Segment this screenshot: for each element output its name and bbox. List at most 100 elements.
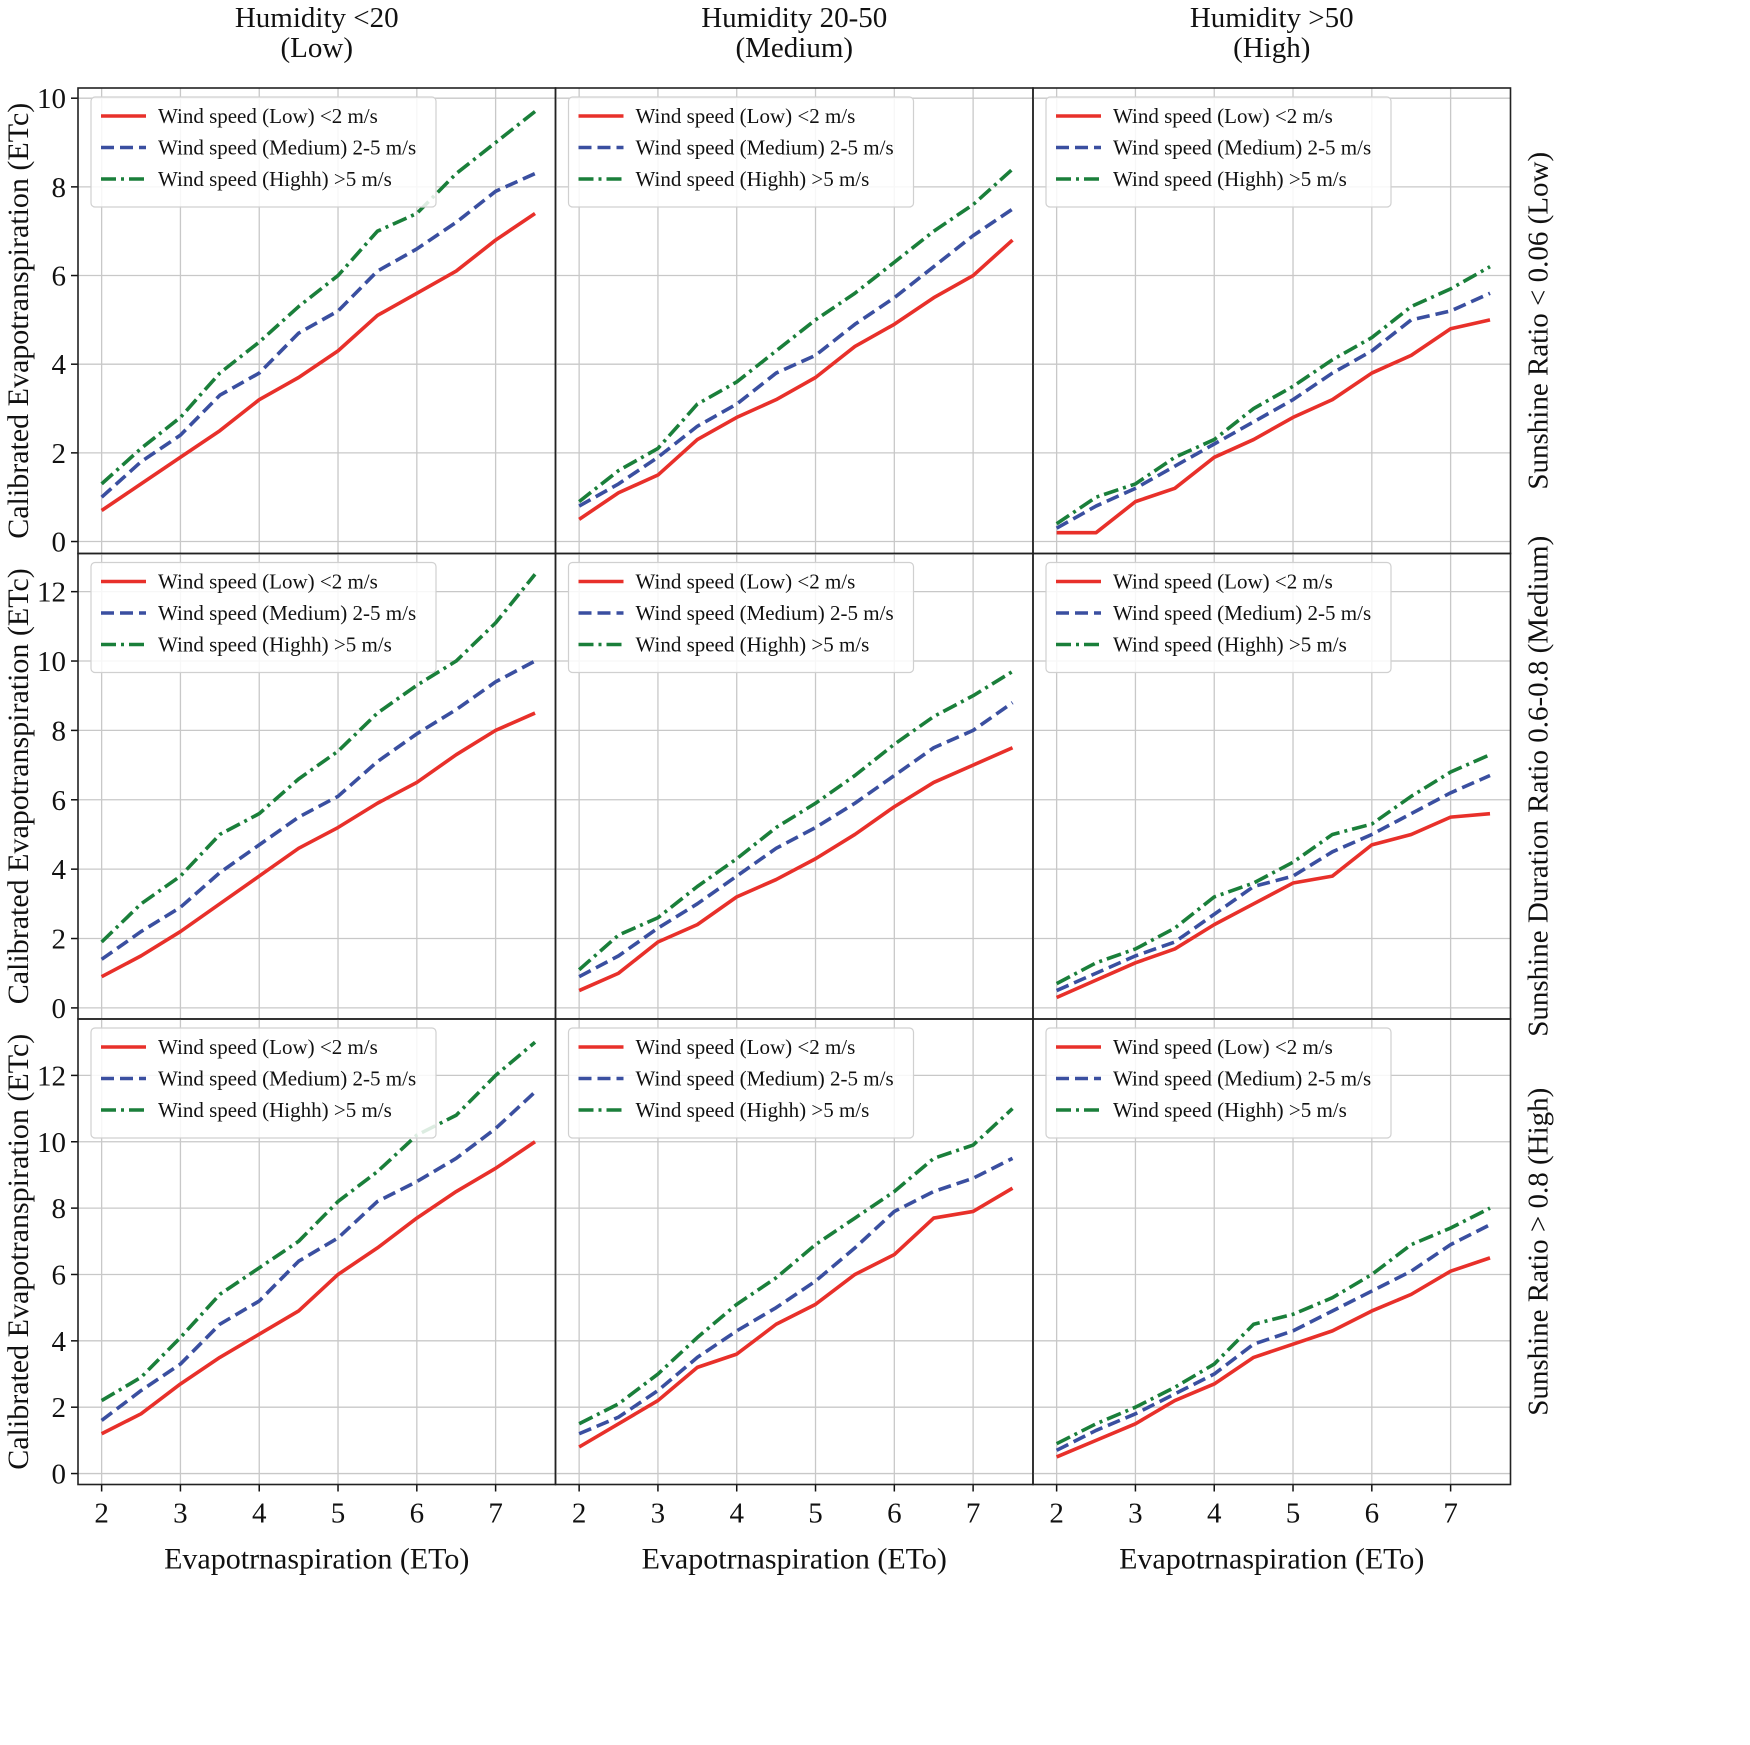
x-axis-label: Evapotrnaspiration (ETo) (1119, 1543, 1424, 1576)
x-tick-label: 6 (887, 1498, 902, 1530)
series-line (100, 110, 537, 486)
series-line (578, 701, 1014, 979)
legend-label: Wind speed (Highh) >5 m/s (1113, 633, 1347, 657)
legend-label: Wind speed (Low) <2 m/s (636, 570, 856, 594)
y-tick-label: 6 (52, 1259, 67, 1291)
series-line (578, 167, 1014, 504)
y-tick-label: 4 (52, 1326, 67, 1358)
x-axis-label: Evapotrnaspiration (ETo) (164, 1543, 469, 1576)
x-tick-label: 3 (1128, 1498, 1143, 1530)
column-title: (Medium) (735, 32, 853, 64)
legend-label: Wind speed (Medium) 2-5 m/s (1113, 136, 1371, 160)
panel: 0 2 4 6 8 10 12 Wind speed (Low) <2 m/s Wind spe… (2, 552, 557, 1025)
legend-label: Wind speed (Medium) 2-5 m/s (1113, 601, 1371, 625)
panel: 2 3 4 5 6 7 Wind speed (Low) <2 m/s Wind speed … (554, 1018, 1034, 1576)
y-axis-label: Calibrated Evapotranspiration (ETc) (2, 568, 35, 1004)
legend-label: Wind speed (Highh) >5 m/s (158, 167, 392, 191)
legend-label: Wind speed (Highh) >5 m/s (636, 167, 870, 191)
x-tick-label: 3 (651, 1498, 666, 1530)
x-tick-label: 4 (729, 1498, 744, 1530)
series-line (1055, 1256, 1491, 1459)
series-line (577, 669, 1014, 972)
legend-label: Wind speed (Highh) >5 m/s (636, 1098, 870, 1122)
y-tick-label: 0 (52, 993, 67, 1025)
y-axis-label: Calibrated Evapotranspiration (ETc) (2, 1034, 35, 1470)
x-tick-label: 5 (808, 1498, 823, 1530)
series-line (578, 746, 1014, 993)
legend-label: Wind speed (Highh) >5 m/s (1113, 1098, 1347, 1122)
y-tick-label: 0 (52, 527, 67, 559)
y-tick-label: 2 (52, 1392, 67, 1424)
series-line (578, 1186, 1014, 1449)
legend-label: Wind speed (Low) <2 m/s (1113, 1035, 1333, 1059)
y-tick-label: 4 (52, 349, 67, 381)
y-tick-label: 2 (52, 438, 67, 470)
plot-lines (1055, 265, 1491, 535)
series-line (100, 211, 537, 512)
panel: 2 3 4 5 6 7 Wind speed (Low) <2 m/s Wind speed … (1032, 1018, 1555, 1576)
panel-frame (1032, 1018, 1512, 1486)
legend-label: Wind speed (Medium) 2-5 m/s (158, 601, 416, 625)
series-line (578, 1156, 1014, 1436)
legend-label: Wind speed (Low) <2 m/s (1113, 570, 1333, 594)
legend-label: Wind speed (Highh) >5 m/s (636, 633, 870, 657)
y-tick-label: 8 (52, 172, 67, 204)
legend-label: Wind speed (Medium) 2-5 m/s (158, 1067, 416, 1091)
panel: Wind speed (Low) <2 m/s Wind speed (Mediu… (1032, 536, 1555, 1037)
legend-label: Wind speed (Highh) >5 m/s (158, 633, 392, 657)
panel: Wind speed (Low) <2 m/s Wind speed (Mediu… (554, 552, 1034, 1020)
legend-label: Wind speed (Medium) 2-5 m/s (636, 136, 894, 160)
x-tick-label: 2 (572, 1498, 587, 1530)
plot-lines (578, 167, 1014, 521)
legend-box (1045, 561, 1392, 674)
x-tick-label: 3 (173, 1498, 188, 1530)
x-tick-label: 6 (1365, 1498, 1380, 1530)
legend-box (1045, 1027, 1392, 1139)
series-line (1055, 291, 1491, 530)
x-tick-label: 2 (1049, 1498, 1064, 1530)
legend-label: Wind speed (Low) <2 m/s (1113, 104, 1333, 128)
column-title: (Low) (281, 32, 353, 64)
legend-label: Wind speed (Low) <2 m/s (636, 1035, 856, 1059)
x-tick-label: 7 (966, 1498, 981, 1530)
legend-box (90, 1027, 437, 1139)
legend-label: Wind speed (Medium) 2-5 m/s (1113, 1067, 1371, 1091)
x-tick-label: 4 (252, 1498, 267, 1530)
x-tick-label: 5 (1286, 1498, 1301, 1530)
legend-label: Wind speed (Low) <2 m/s (636, 104, 856, 128)
y-tick-label: 8 (52, 1193, 67, 1225)
row-label: Sunshine Duration Ratio 0.6-0.8 (Medium) (1523, 536, 1555, 1037)
series-line (578, 1107, 1014, 1426)
series-line (100, 171, 536, 499)
series-line (100, 573, 537, 944)
plot-lines (100, 573, 537, 979)
legend-box (1045, 96, 1392, 208)
series-line (1055, 773, 1491, 993)
series-line (1055, 811, 1491, 1000)
y-tick-label: 6 (52, 785, 67, 817)
y-tick-label: 10 (37, 83, 66, 115)
legend-label: Wind speed (Low) <2 m/s (158, 1035, 378, 1059)
series-line (100, 1040, 537, 1403)
legend-label: Wind speed (Medium) 2-5 m/s (158, 136, 416, 160)
plot-lines (100, 1040, 537, 1436)
x-axis-label: Evapotrnaspiration (ETo) (642, 1543, 947, 1576)
x-tick-label: 7 (1443, 1498, 1458, 1530)
x-tick-label: 2 (94, 1498, 109, 1530)
legend-label: Wind speed (Highh) >5 m/s (158, 1098, 392, 1122)
row-label: Sunshine Ratio < 0.06 (Low) (1523, 152, 1555, 490)
legend-label: Wind speed (Low) <2 m/s (158, 570, 378, 594)
legend-box (567, 561, 915, 674)
y-tick-label: 12 (37, 1060, 66, 1092)
y-tick-label: 4 (52, 854, 67, 886)
panel: Wind speed (Low) <2 m/s Wind speed (Mediu… (554, 2, 1034, 555)
series-line (100, 711, 536, 979)
legend-label: Wind speed (Low) <2 m/s (158, 104, 378, 128)
y-tick-label: 8 (52, 715, 67, 747)
plot-lines (578, 1107, 1014, 1449)
series-line (1056, 318, 1491, 535)
series-line (100, 1140, 537, 1436)
series-line (578, 238, 1014, 521)
